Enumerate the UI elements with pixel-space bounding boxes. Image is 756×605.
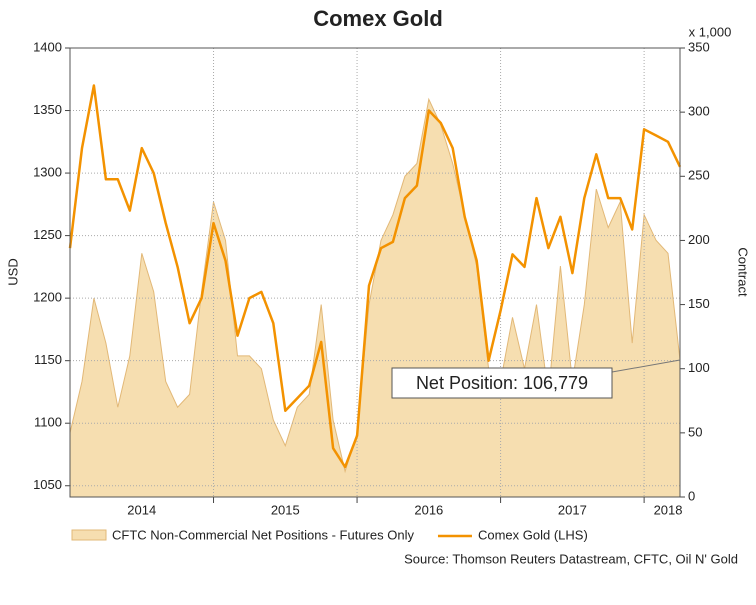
y-tick-label: 1400 xyxy=(33,39,62,54)
chart-title: Comex Gold xyxy=(313,6,443,31)
line xyxy=(68,84,682,469)
y-tick-label: 1350 xyxy=(33,102,62,117)
y-tick-label: 1300 xyxy=(33,165,62,180)
annotation: Net Position: 106,779 xyxy=(416,373,588,393)
y-tick-label: 1250 xyxy=(33,227,62,242)
y-tick-label: 1150 xyxy=(34,352,62,367)
y2-unit: x 1,000 xyxy=(689,24,732,39)
x-tick-label: 2018 xyxy=(654,502,683,517)
y-tick-label: 1050 xyxy=(33,477,62,492)
plot-frame xyxy=(69,47,681,498)
y2-tick-label: 50 xyxy=(688,424,702,439)
y2-tick-label: 250 xyxy=(688,168,710,183)
x-tick-label: 2016 xyxy=(414,502,443,517)
y2-tick-label: 350 xyxy=(688,39,710,54)
y2-tick-label: 0 xyxy=(688,488,695,503)
annotation-box xyxy=(391,367,613,399)
y2-tick-label: 200 xyxy=(688,232,710,247)
x-tick-label: 2015 xyxy=(271,502,300,517)
source: Source: Thomson Reuters Datastream, CFTC… xyxy=(404,551,738,566)
y2-tick-label: 100 xyxy=(688,360,710,375)
area xyxy=(69,97,681,498)
y2-tick-label: 300 xyxy=(688,104,710,119)
legend-label: CFTC Non-Commercial Net Positions - Futu… xyxy=(112,527,414,542)
y-axis-label: USD xyxy=(5,258,20,285)
x-tick-label: 2014 xyxy=(127,502,156,517)
x-tick-label: 2017 xyxy=(558,502,587,517)
y2-axis-label: Contract xyxy=(736,247,751,297)
y-tick-label: 1100 xyxy=(34,415,62,430)
y-tick-label: 1200 xyxy=(33,290,62,305)
y2-tick-label: 150 xyxy=(688,296,710,311)
legend-swatch xyxy=(71,529,107,541)
legend-label: Comex Gold (LHS) xyxy=(478,527,588,542)
annotation-leader xyxy=(611,359,681,373)
